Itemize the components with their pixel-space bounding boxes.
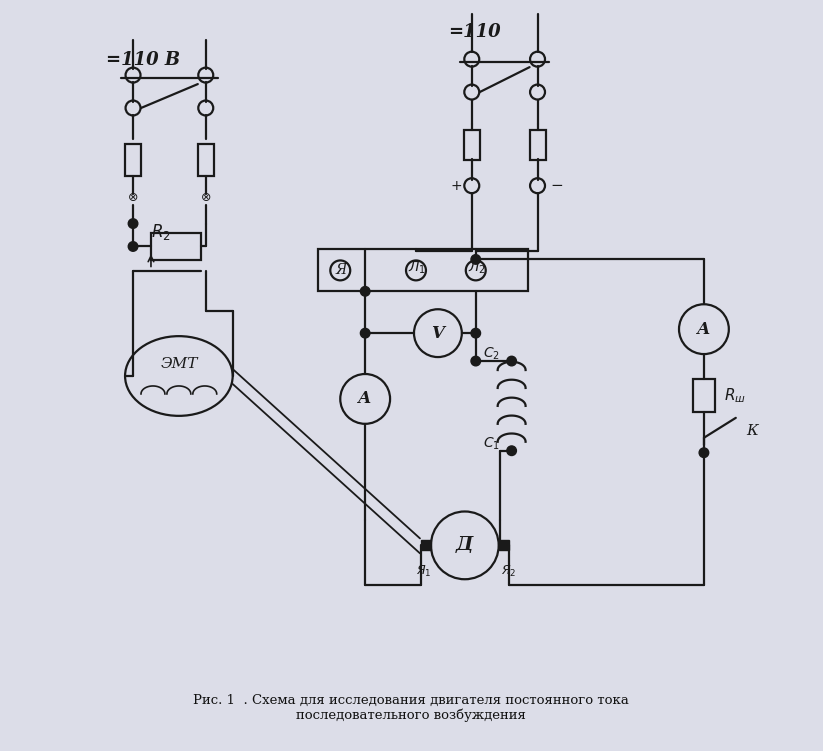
Text: Рис. 1  . Схема для исследования двигателя постоянного тока
последовательного во: Рис. 1 . Схема для исследования двигател… [193, 693, 629, 722]
Bar [693, 379, 715, 412]
Text: =110 В: =110 В [106, 51, 180, 69]
Text: $Л_2$: $Л_2$ [467, 259, 486, 276]
Text: ЭМТ: ЭМТ [160, 357, 198, 371]
Circle shape [128, 242, 137, 252]
Text: $Я_1$: $Я_1$ [416, 564, 432, 579]
Text: Д: Д [456, 536, 473, 554]
Bar [499, 541, 509, 550]
Text: А: А [359, 391, 372, 407]
Bar [529, 130, 546, 160]
Bar [125, 144, 141, 176]
Text: +: + [450, 179, 462, 193]
Circle shape [507, 356, 516, 366]
Text: V: V [431, 324, 444, 342]
Text: ⊗: ⊗ [128, 192, 138, 204]
Text: ⊗: ⊗ [201, 192, 211, 204]
Circle shape [471, 328, 481, 338]
Bar [319, 249, 528, 291]
Bar [151, 233, 201, 261]
Text: =110: =110 [448, 23, 500, 41]
Text: $R_2$: $R_2$ [151, 222, 170, 242]
Bar [198, 144, 214, 176]
Text: К: К [746, 424, 757, 438]
Circle shape [507, 446, 516, 456]
Text: $R_ш$: $R_ш$ [724, 387, 746, 406]
Text: $Я_2$: $Я_2$ [501, 564, 516, 579]
Circle shape [471, 255, 481, 264]
Text: $C_1$: $C_1$ [483, 436, 500, 452]
Bar [464, 130, 480, 160]
Text: А: А [697, 321, 711, 338]
Circle shape [699, 448, 709, 457]
Circle shape [360, 287, 370, 296]
Circle shape [471, 356, 481, 366]
Text: Я: Я [336, 264, 346, 277]
Text: −: − [550, 178, 563, 193]
Circle shape [128, 219, 137, 228]
Bar [421, 541, 431, 550]
Circle shape [360, 328, 370, 338]
Text: $C_2$: $C_2$ [483, 346, 500, 362]
Text: $Л_1$: $Л_1$ [408, 259, 426, 276]
